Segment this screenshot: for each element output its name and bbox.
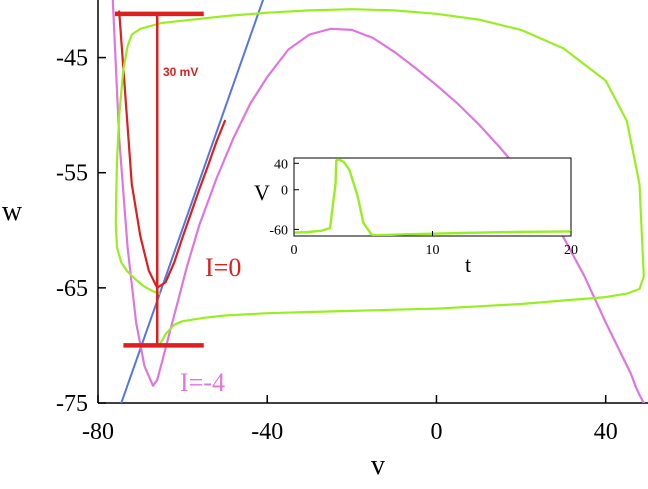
- inset-x-tick-label: 20: [564, 243, 578, 258]
- inset-x-label: t: [465, 252, 471, 277]
- x-tick-label: -80: [82, 419, 114, 445]
- main-axes: [97, 0, 648, 404]
- limit-cycle-trajectory: [114, 8, 645, 347]
- inset-y-label: V: [254, 180, 270, 205]
- y-axis-label: w: [2, 196, 23, 227]
- inset-y-tick-label: 40: [274, 157, 288, 172]
- x-tick-label: -40: [251, 419, 283, 445]
- inset-y-tick-label: -60: [269, 223, 288, 238]
- main-ticks: -80 -40 0 40 -45 -55 -65 -75: [56, 46, 618, 445]
- x-tick-label: 40: [594, 419, 618, 445]
- inset-frame: [293, 157, 572, 237]
- x-tick-label: 0: [430, 419, 442, 445]
- y-tick-label: -45: [56, 46, 88, 72]
- inset-x-tick-label: 10: [426, 243, 440, 258]
- scale-bar: [114, 11, 204, 348]
- scale-bar-label: 30 mV: [163, 65, 198, 79]
- main-series: [111, 0, 645, 403]
- inset-x-tick-label: 0: [291, 243, 298, 258]
- y-tick-label: -75: [56, 391, 88, 417]
- v-nullcline-i-neg4: [111, 0, 645, 403]
- y-tick-label: -65: [56, 276, 88, 302]
- inset-voltage-trace: [294, 158, 571, 236]
- w-nullcline-line: [120, 0, 264, 403]
- label-i0: I=0: [205, 253, 241, 282]
- y-tick-label: -55: [56, 161, 88, 187]
- label-i-neg4: I=-4: [180, 368, 225, 397]
- inset-y-tick-label: 0: [281, 184, 288, 199]
- v-nullcline-i0: [118, 10, 226, 289]
- inset-series: [294, 158, 571, 236]
- x-axis-label: v: [371, 450, 385, 481]
